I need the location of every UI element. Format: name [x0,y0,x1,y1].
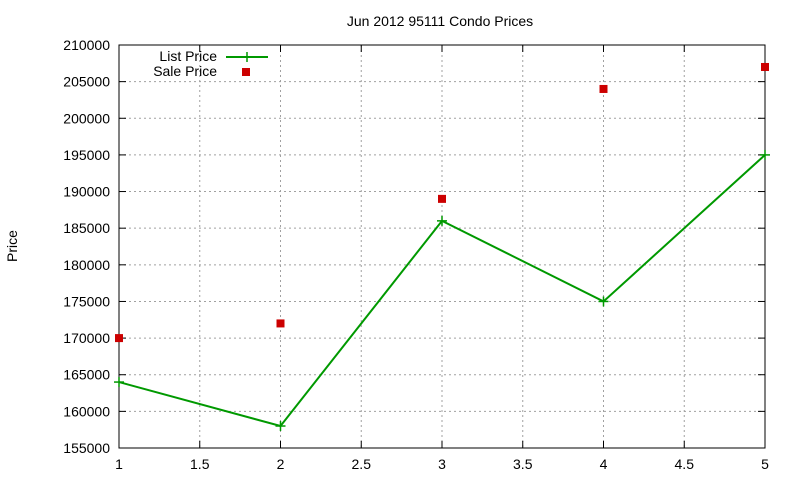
legend-marker-list-price [242,52,252,62]
x-tick-label: 1 [115,456,123,472]
y-axis-tick-labels: 155000 160000 165000 170000 175000 180000 1850… [63,37,110,456]
y-tick-label: 160000 [63,403,110,419]
legend-label-list-price: List Price [159,48,217,64]
y-tick-label: 165000 [63,367,110,383]
legend-label-sale-price: Sale Price [153,63,217,79]
series-layer [114,62,770,432]
y-tick-label: 155000 [63,440,110,456]
sale-price-point [761,62,769,71]
x-tick-label: 4 [600,456,608,472]
x-tick-label: 2.5 [352,456,372,472]
y-tick-label: 185000 [63,220,110,236]
y-tick-label: 195000 [63,147,110,163]
y-tick-label: 180000 [63,257,110,273]
list-price-point [437,215,447,226]
x-tick-label: 5 [761,456,769,472]
list-price-point [275,421,286,432]
list-price-point [760,149,770,160]
sale-price-point [599,84,608,93]
y-tick-label: 175000 [63,293,110,309]
x-tick-label: 3 [438,456,446,472]
y-tick-label: 205000 [63,74,110,90]
y-tick-label: 210000 [63,37,110,53]
x-tick-label: 1.5 [190,456,210,472]
list-price-point [114,377,124,388]
legend-swatch-sale-price [242,68,250,76]
list-price-point [598,296,609,307]
y-tick-label: 200000 [63,110,110,126]
y-axis-label: Price [4,230,20,262]
x-tick-label: 3.5 [513,456,533,472]
chart-title: Jun 2012 95111 Condo Prices [347,13,533,29]
x-tick-label: 2 [277,456,285,472]
grid-lines [119,45,765,448]
y-tick-label: 170000 [63,330,110,346]
sale-price-point [115,334,123,343]
sale-price-point [276,319,285,328]
x-axis-tick-labels: 1 1.5 2 2.5 3 3.5 4 4.5 5 [115,456,769,472]
x-tick-label: 4.5 [675,456,695,472]
y-tick-label: 190000 [63,184,110,200]
legend: List Price Sale Price [153,48,268,79]
legend-swatches [226,52,268,76]
sale-price-point [438,194,446,203]
